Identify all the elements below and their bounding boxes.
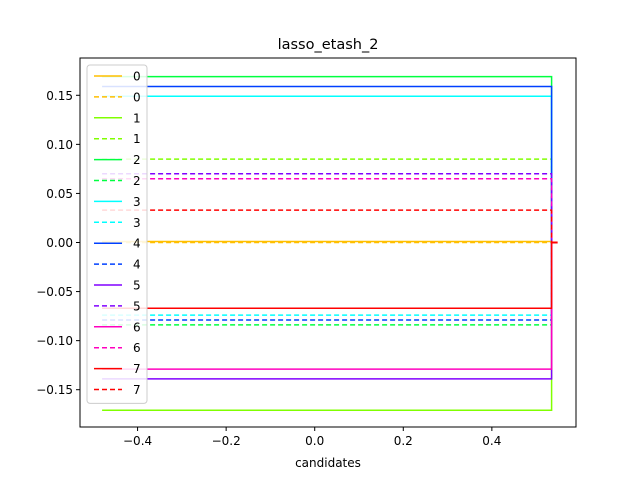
y-tick-label: 0.05 xyxy=(46,187,73,201)
series-line-3-dashed xyxy=(102,242,553,316)
legend-box xyxy=(86,64,148,404)
y-tick-label: −0.15 xyxy=(36,383,73,397)
legend-entry: 2 xyxy=(94,153,141,167)
series-line-6-solid xyxy=(102,242,553,370)
series-layer xyxy=(102,75,558,412)
x-axis: −0.4 −0.2 0.0 0.2 0.4 xyxy=(123,427,501,448)
y-tick-label: 0.00 xyxy=(46,236,73,250)
legend-label: 4 xyxy=(133,258,141,272)
legend-entry: 4 xyxy=(94,237,141,251)
y-tick-label: 0.10 xyxy=(46,138,73,152)
legend-entry: 3 xyxy=(94,216,141,230)
series-line-5-dashed xyxy=(102,173,553,243)
legend-label: 6 xyxy=(133,341,141,355)
legend-label: 3 xyxy=(133,195,141,209)
legend-label: 0 xyxy=(133,70,141,84)
series-line-7-dashed xyxy=(102,209,553,243)
y-tick-label: −0.10 xyxy=(36,334,73,348)
legend-label: 5 xyxy=(133,299,141,313)
legend-entry: 6 xyxy=(94,341,141,355)
legend-entry: 5 xyxy=(94,279,141,293)
legend-label: 2 xyxy=(133,153,141,167)
legend-label: 0 xyxy=(133,90,141,104)
legend-label: 5 xyxy=(133,279,141,293)
x-tick-label: 0.4 xyxy=(482,434,501,448)
legend-entry: 2 xyxy=(94,174,141,188)
legend-entry: 3 xyxy=(94,195,141,209)
legend-entry: 1 xyxy=(94,132,141,146)
legend-label: 7 xyxy=(133,383,141,397)
legend-entry: 7 xyxy=(94,383,141,397)
legend-entry: 4 xyxy=(94,258,141,272)
chart-title: lasso_etash_2 xyxy=(278,37,379,53)
y-tick-label: 0.15 xyxy=(46,89,73,103)
series-line-5-solid xyxy=(102,242,553,380)
y-axis: −0.15 −0.10 −0.05 0.00 0.05 0.10 0.15 xyxy=(36,89,80,397)
x-axis-label: candidates xyxy=(295,456,361,470)
legend-entry: 5 xyxy=(94,299,141,313)
x-tick-label: 0.2 xyxy=(394,434,413,448)
legend-label: 1 xyxy=(133,132,141,146)
series-line-1-solid xyxy=(102,242,553,412)
series-line-7-solid xyxy=(102,242,553,310)
legend-label: 1 xyxy=(133,111,141,125)
legend-entry: 0 xyxy=(94,70,141,84)
legend-entry: 0 xyxy=(94,90,141,104)
series-line-4-solid xyxy=(102,85,553,243)
x-tick-label: −0.2 xyxy=(212,434,241,448)
x-tick-label: −0.4 xyxy=(123,434,152,448)
legend-entry: 6 xyxy=(94,320,141,334)
legend-label: 2 xyxy=(133,174,141,188)
legend-label: 4 xyxy=(133,237,141,251)
x-tick-label: 0.0 xyxy=(305,434,324,448)
legend-label: 3 xyxy=(133,216,141,230)
series-line-1-dashed xyxy=(102,158,553,243)
series-line-2-dashed xyxy=(102,242,553,326)
legend-entry: 1 xyxy=(94,111,141,125)
series-line-3-solid xyxy=(102,95,553,243)
y-tick-label: −0.05 xyxy=(36,285,73,299)
legend-entry: 7 xyxy=(94,362,141,376)
legend-label: 7 xyxy=(133,362,141,376)
legend-label: 6 xyxy=(133,320,141,334)
legend: 0 0 1 1 2 2 3 3 4 4 5 5 6 6 7 7 xyxy=(86,64,148,404)
